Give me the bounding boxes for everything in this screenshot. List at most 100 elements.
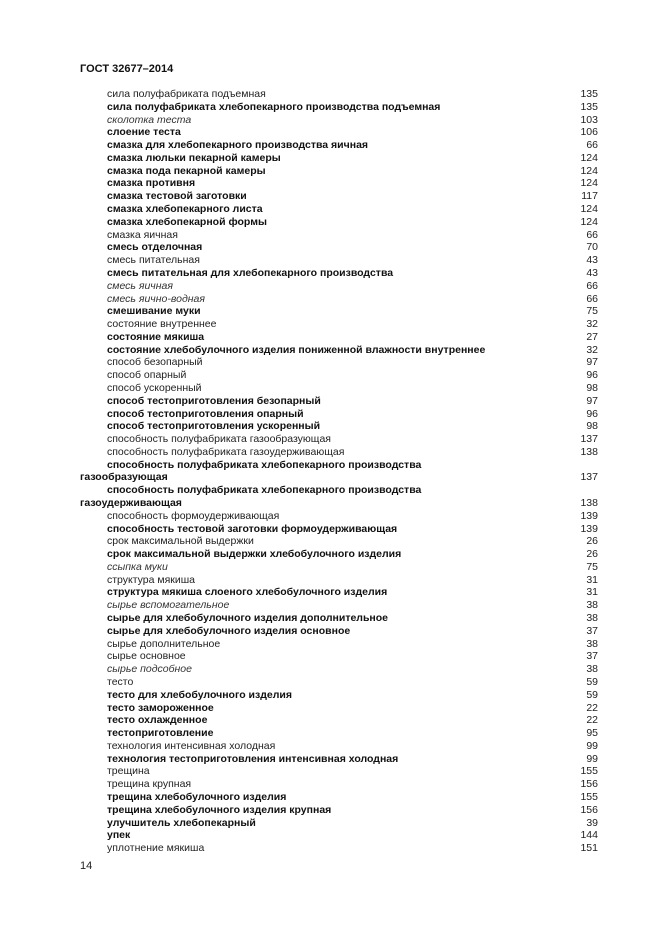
index-term: тесто для хлебобулочного изделия — [107, 688, 292, 701]
index-term: способность полуфабриката хлебопекарного… — [80, 459, 421, 485]
index-page-ref: 66 — [586, 279, 598, 292]
index-page-ref: 139 — [580, 509, 598, 522]
index-page-ref: 97 — [586, 356, 598, 369]
index-entry: трещина 155 — [80, 765, 598, 778]
index-term: сырье основное — [107, 650, 186, 663]
index-term: смешивание муки — [107, 305, 201, 318]
index-entry: упек 144 — [80, 829, 598, 842]
index-entry: смесь отделочная 70 — [80, 241, 598, 254]
index-entry: тесто охлажденное 22 — [80, 714, 598, 727]
index-entry: тесто замороженное 22 — [80, 702, 598, 715]
index-entry: смазка противня 124 — [80, 177, 598, 190]
index-entry: смазка хлебопекарного листа 124 — [80, 203, 598, 216]
index-entry: способ опарный 96 — [80, 369, 598, 382]
index-term: способ тестоприготовления ускоренный — [107, 420, 321, 433]
index-term: тесто замороженное — [107, 701, 214, 714]
index-term-continuation: газоудерживающая — [80, 497, 182, 509]
index-entry: способ безопарный 97 — [80, 356, 598, 369]
index-page-ref: 75 — [586, 560, 598, 573]
index-term: сырье для хлебобулочного изделия основно… — [107, 624, 351, 637]
index-page-ref: 95 — [586, 727, 598, 740]
index-term: тесто охлажденное — [107, 714, 208, 727]
index-entry: тесто 59 — [80, 676, 598, 689]
index-entry: трещина хлебобулочного изделия 155 — [80, 791, 598, 804]
index-term: трещина крупная — [107, 778, 192, 791]
index-page-ref: 98 — [586, 381, 598, 394]
index-page-ref: 124 — [580, 151, 598, 164]
index-page-ref: 37 — [586, 650, 598, 663]
index-page-ref: 124 — [580, 164, 598, 177]
index-page-ref: 137 — [580, 471, 598, 484]
index-page-ref: 96 — [586, 407, 598, 420]
index-term: смазка яичная — [107, 228, 178, 241]
index-entry: смесь яичная 66 — [80, 280, 598, 293]
index-page-ref: 32 — [586, 318, 598, 331]
index-term: сколотка теста — [107, 113, 192, 126]
index-entry: способ тестоприготовления опарный 96 — [80, 408, 598, 421]
index-entry: сырье для хлебобулочного изделия дополни… — [80, 612, 598, 625]
index-term-line: способность полуфабриката хлебопекарного… — [107, 458, 422, 471]
index-term: способность формоудерживающая — [107, 509, 280, 522]
index-term: сила полуфабриката хлебопекарного произв… — [107, 100, 441, 113]
index-entry: состояние мякиша 27 — [80, 331, 598, 344]
index-page-ref: 124 — [580, 215, 598, 228]
index-entry: смесь яично-водная 66 — [80, 293, 598, 306]
index-term: смесь питательная — [107, 254, 200, 267]
index-entry: смесь питательная для хлебопекарного про… — [80, 267, 598, 280]
index-term: смазка пода пекарной камеры — [107, 164, 266, 177]
index-entry: слоение теста 106 — [80, 126, 598, 139]
index-page-ref: 98 — [586, 420, 598, 433]
index-term: смазка тестовой заготовки — [107, 190, 247, 203]
index-term: смазка для хлебопекарного производства я… — [107, 139, 369, 152]
index-page-ref: 124 — [580, 203, 598, 216]
index-page-ref: 31 — [586, 586, 598, 599]
index-term: ссыпка муки — [107, 560, 168, 573]
index-term: трещина — [107, 765, 150, 778]
index-page-ref: 99 — [586, 739, 598, 752]
index-entry: способ тестоприготовления безопарный 97 — [80, 395, 598, 408]
index-page-ref: 38 — [586, 663, 598, 676]
index-page-ref: 106 — [580, 126, 598, 139]
index-entry: сила полуфабриката подъемная 135 — [80, 88, 598, 101]
index-page-ref: 22 — [586, 714, 598, 727]
index-term: смесь отделочная — [107, 241, 203, 254]
index-term: способность полуфабриката хлебопекарного… — [80, 484, 421, 510]
index-term: сырье дополнительное — [107, 637, 221, 650]
index-entry: тестоприготовление 95 — [80, 727, 598, 740]
index-term: состояние мякиша — [107, 330, 205, 343]
index-page-ref: 32 — [586, 343, 598, 356]
page-number: 14 — [80, 860, 93, 872]
index-page-ref: 156 — [580, 803, 598, 816]
index-term: слоение теста — [107, 126, 181, 139]
index-term: сырье подсобное — [107, 663, 192, 676]
index-entry: способность полуфабриката хлебопекарного… — [80, 484, 598, 510]
document-header: ГОСТ 32677–2014 — [80, 63, 174, 75]
index-entry: трещина крупная 156 — [80, 778, 598, 791]
index-entry: состояние хлебобулочного изделия понижен… — [80, 344, 598, 357]
index-entry: трещина хлебобулочного изделия крупная 15… — [80, 804, 598, 817]
index-entry: способность полуфабриката хлебопекарного… — [80, 459, 598, 485]
index-entry: сырье подсобное 38 — [80, 663, 598, 676]
index-term: способ тестоприготовления безопарный — [107, 394, 321, 407]
index-page-ref: 96 — [586, 369, 598, 382]
index-page-ref: 43 — [586, 254, 598, 267]
term-index-list: сила полуфабриката подъемная 135 сила полу… — [80, 88, 598, 855]
index-page-ref: 66 — [586, 139, 598, 152]
index-term: смесь питательная для хлебопекарного про… — [107, 266, 394, 279]
index-term: сырье вспомогательное — [107, 599, 230, 612]
index-page-ref: 135 — [580, 88, 598, 100]
index-term: структура мякиша слоеного хлебобулочного… — [107, 586, 388, 599]
index-page-ref: 155 — [580, 765, 598, 778]
index-term: смазка хлебопекарной формы — [107, 215, 267, 228]
index-page-ref: 66 — [586, 228, 598, 241]
index-page-ref: 156 — [580, 778, 598, 791]
index-page-ref: 137 — [580, 433, 598, 446]
index-term: сила полуфабриката подъемная — [107, 88, 266, 100]
index-term: технология интенсивная холодная — [107, 739, 276, 752]
index-page-ref: 26 — [586, 535, 598, 548]
index-term: структура мякиша — [107, 573, 196, 586]
index-term: смазка противня — [107, 177, 196, 190]
index-entry: срок максимальной выдержки 26 — [80, 535, 598, 548]
index-page-ref: 59 — [586, 688, 598, 701]
index-entry: способ тестоприготовления ускоренный 98 — [80, 420, 598, 433]
